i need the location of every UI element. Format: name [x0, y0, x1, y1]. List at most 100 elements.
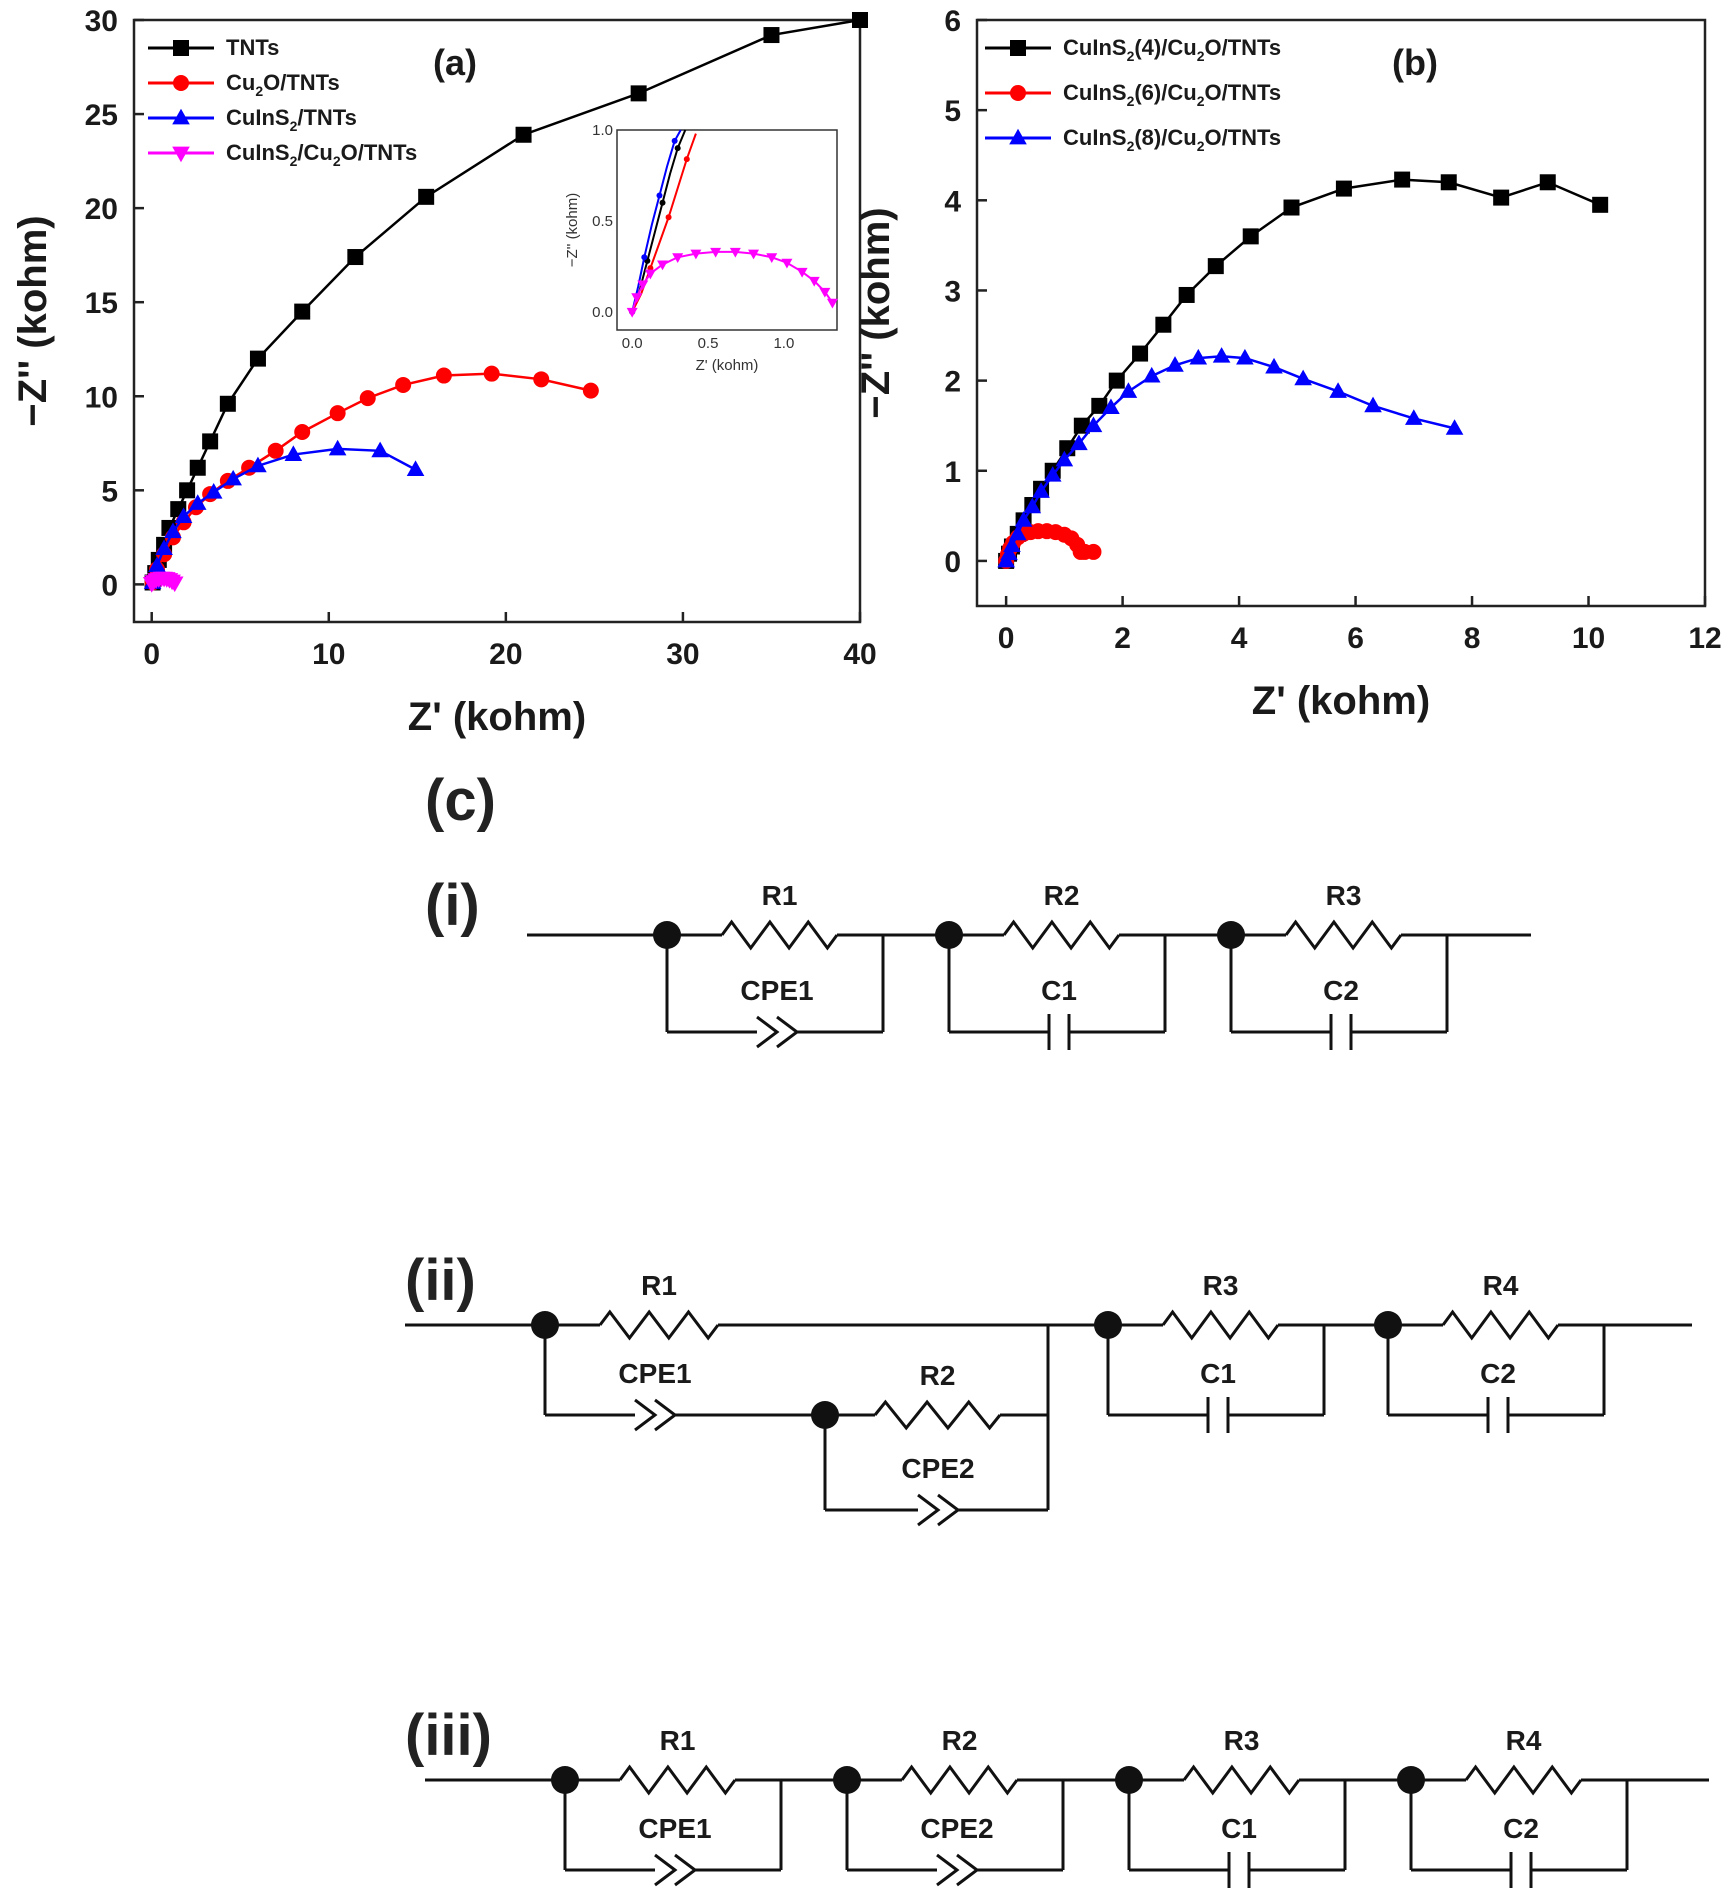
section-2-capacitor-label: C1 [1221, 1813, 1257, 1844]
legend-entry: TNTs [226, 35, 279, 60]
data-point [1132, 345, 1149, 362]
panel-label: (a) [433, 42, 477, 83]
series-line [1004, 355, 1455, 562]
section-0-cpe-symbol-b [776, 1015, 800, 1049]
inset-y-tick-label: 1.0 [592, 122, 613, 139]
data-point [249, 350, 266, 367]
data-point [1070, 434, 1088, 451]
section-2-resistor-label: R3 [1326, 880, 1362, 911]
data-point [1329, 382, 1347, 398]
series-2 [997, 347, 1464, 568]
y-tick-label: 3 [944, 275, 961, 308]
series-1 [144, 365, 599, 591]
y-tick-label: 5 [101, 475, 118, 508]
data-point [179, 482, 196, 499]
data-point [219, 395, 236, 412]
outer-resistor-label: R1 [641, 1270, 677, 1301]
x-tick-label: 20 [489, 638, 522, 671]
data-point [1119, 382, 1138, 398]
data-point [1405, 409, 1423, 425]
junction-node [1374, 1311, 1402, 1339]
section-1-cpe-label: CPE2 [920, 1813, 993, 1844]
data-point [1155, 316, 1172, 333]
x-tick-label: 10 [312, 638, 345, 671]
data-point [395, 376, 412, 393]
inset-data-point [826, 298, 838, 309]
inset-data-point [781, 258, 793, 269]
y-tick-label: 5 [944, 95, 961, 128]
data-point [1236, 348, 1254, 365]
inset-data-point [672, 253, 684, 264]
data-point [1178, 286, 1195, 303]
section-1-capacitor-label: C1 [1041, 975, 1077, 1006]
section-1-cpe-symbol-b [956, 1853, 980, 1887]
data-point [188, 494, 207, 510]
legend-marker [1010, 85, 1026, 101]
inset-data-point [631, 293, 643, 304]
data-point [284, 445, 303, 461]
data-point [1189, 348, 1208, 365]
outer-cpe-symbol-b [654, 1398, 678, 1432]
data-point [359, 390, 376, 407]
y-tick-label: 30 [85, 5, 118, 38]
legend-entry: CuInS2(8)/Cu2O/TNTs [1063, 125, 1281, 154]
data-point [582, 382, 599, 399]
legend-entry: CuInS2/Cu2O/TNTs [226, 140, 417, 169]
series-2 [143, 439, 425, 589]
inset-data-point [690, 249, 702, 260]
circuit-i: R1 CPE1 R2 C1 R3 C2 [527, 880, 1531, 1050]
section-3-capacitor-label: C2 [1503, 1813, 1539, 1844]
x-tick-label: 0 [143, 638, 160, 671]
section-1-resistor-symbol [900, 1764, 1019, 1796]
data-point [533, 371, 550, 388]
inset-data-point [659, 199, 666, 206]
inset-y-tick-label: 0.0 [592, 304, 613, 321]
inset-x-title: Z' (kohm) [696, 357, 759, 374]
junction-node [653, 921, 681, 949]
x-tick-label: 40 [843, 638, 876, 671]
inner-cpe-symbol-b [937, 1493, 961, 1527]
data-point [1000, 544, 1018, 561]
data-point [852, 12, 868, 28]
data-point [1265, 357, 1283, 374]
data-point [294, 303, 311, 320]
data-point [202, 433, 219, 450]
section-0-cpe-label: CPE1 [740, 975, 813, 1006]
data-point [1445, 419, 1464, 435]
data-point [249, 456, 267, 473]
junction-node [1115, 1766, 1143, 1794]
data-point [204, 482, 223, 499]
y-axis-title: −Z'' (kohm) [11, 215, 55, 426]
inset-data-point [674, 145, 681, 152]
section-0-resistor-symbol [720, 919, 839, 951]
data-point [267, 442, 284, 459]
inset-data-point [766, 253, 778, 264]
section-1-resistor-label: R2 [942, 1725, 978, 1756]
data-point [1091, 397, 1108, 414]
data-point [1440, 174, 1457, 191]
outer-resistor-symbol [598, 1309, 720, 1341]
data-point [329, 405, 346, 422]
section-1-cpe-symbol [936, 1853, 960, 1887]
data-point [1166, 356, 1184, 372]
junction-node [531, 1311, 559, 1339]
series-3 [142, 571, 184, 593]
x-axis-title: Z' (kohm) [1252, 679, 1430, 723]
section-0-resistor-label: R3 [1203, 1270, 1239, 1301]
section-1-resistor-symbol [1002, 919, 1121, 951]
data-point [1085, 543, 1102, 560]
section-0-cpe-symbol [654, 1853, 678, 1887]
inset-data-point [808, 276, 820, 287]
y-tick-label: 15 [85, 287, 118, 320]
inset-data-point [710, 247, 722, 258]
plot-frame [132, 18, 862, 624]
inset-data-point [796, 267, 808, 278]
inner-resistor-symbol [873, 1399, 1002, 1431]
legend-entry: CuInS2/TNTs [226, 105, 357, 134]
data-point [371, 441, 389, 458]
inset-data-point [644, 269, 656, 280]
inset-data-point [819, 287, 831, 298]
inset-x-tick-label: 0.0 [622, 335, 643, 352]
data-point [1242, 228, 1259, 245]
